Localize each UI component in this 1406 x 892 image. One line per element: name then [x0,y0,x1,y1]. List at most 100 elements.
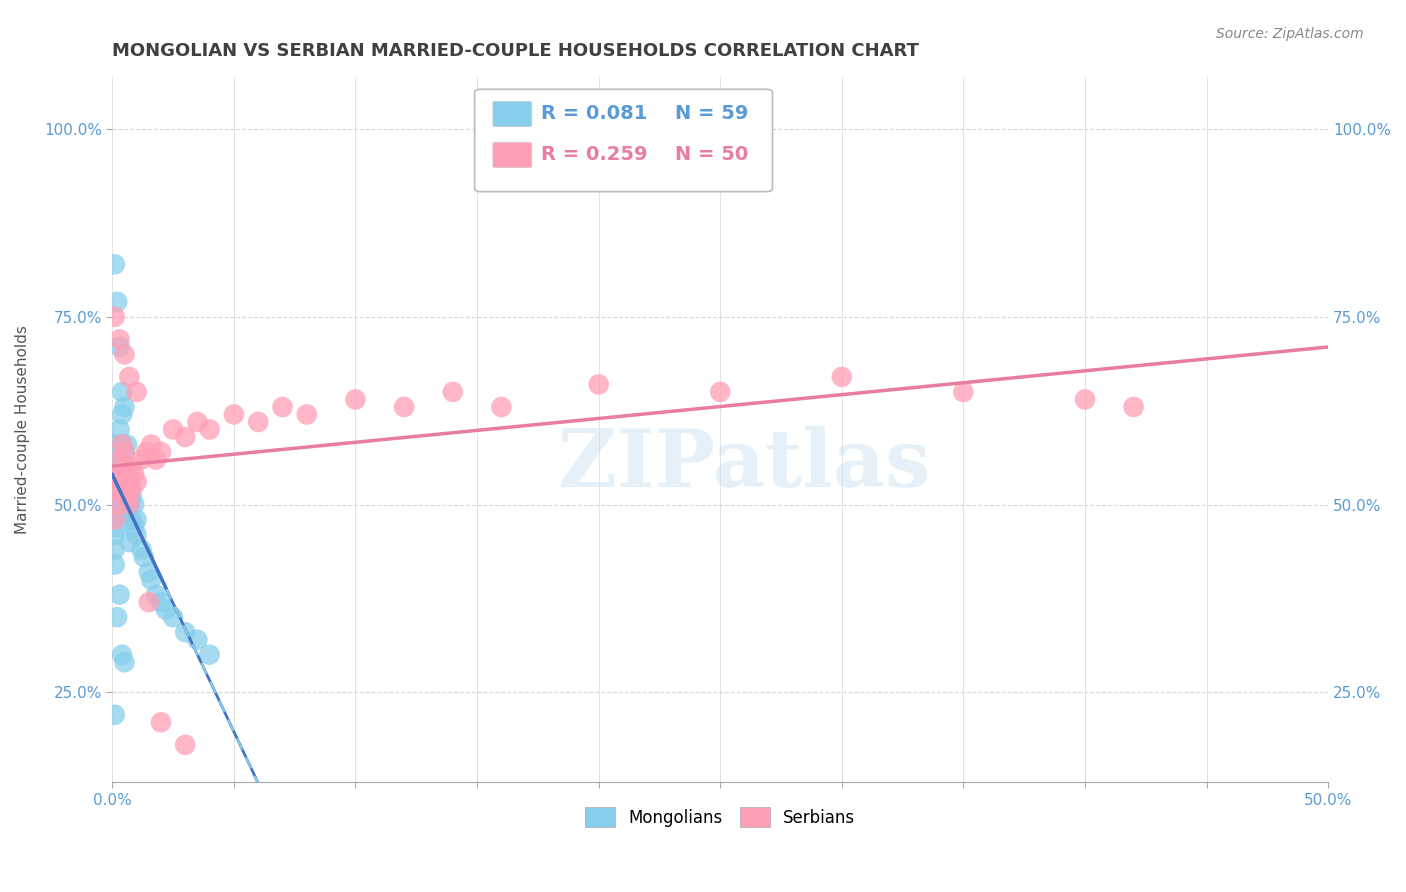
Point [588,377,610,392]
Point [115,460,138,475]
FancyBboxPatch shape [494,142,531,168]
Point [115,505,138,519]
Point [122,520,145,534]
Point [105,475,128,489]
Point [114,498,136,512]
Point [952,384,974,399]
Point [111,648,134,662]
Point [247,415,270,429]
Y-axis label: Married-couple Households: Married-couple Households [15,325,30,534]
Point [118,498,141,512]
Point [104,527,127,541]
Point [121,490,143,504]
Point [115,460,138,475]
Point [1074,392,1097,407]
Point [1122,400,1144,414]
Text: R = 0.259: R = 0.259 [541,145,648,164]
Point [104,707,127,722]
Point [121,483,143,497]
Point [104,257,127,271]
Point [108,467,131,482]
Point [174,625,197,640]
Point [132,550,155,565]
Point [104,483,127,497]
Point [114,400,136,414]
Point [131,542,153,557]
Point [108,490,131,504]
FancyBboxPatch shape [494,102,531,127]
Point [104,467,127,482]
Point [111,384,134,399]
Point [141,437,163,451]
Point [491,400,513,414]
Point [111,467,134,482]
Point [392,400,415,414]
Point [115,483,138,497]
Point [162,422,184,436]
Point [125,512,148,526]
Point [111,437,134,451]
Point [105,505,128,519]
Point [174,430,197,444]
Point [108,422,131,436]
Text: Source: ZipAtlas.com: Source: ZipAtlas.com [1216,27,1364,41]
Point [105,610,128,624]
Point [441,384,464,399]
Point [149,445,172,459]
Point [115,437,138,451]
Point [105,460,128,475]
Point [831,370,853,384]
Point [121,512,143,526]
Point [118,535,141,549]
Point [344,392,367,407]
Point [295,408,318,422]
FancyBboxPatch shape [475,89,772,192]
Point [108,452,131,467]
Point [104,542,127,557]
Text: N = 50: N = 50 [675,145,748,164]
Point [271,400,294,414]
Point [104,452,127,467]
Point [104,483,127,497]
Point [111,408,134,422]
Point [114,475,136,489]
Point [105,498,128,512]
Point [118,475,141,489]
Point [709,384,731,399]
Point [115,490,138,504]
Point [114,655,136,669]
Point [118,498,141,512]
Point [122,467,145,482]
Point [222,408,245,422]
Point [108,445,131,459]
Point [104,558,127,572]
Point [104,310,127,324]
Point [198,648,221,662]
Point [162,610,184,624]
Point [125,384,148,399]
Point [104,437,127,451]
Point [174,738,197,752]
Point [105,520,128,534]
Point [186,415,208,429]
Text: MONGOLIAN VS SERBIAN MARRIED-COUPLE HOUSEHOLDS CORRELATION CHART: MONGOLIAN VS SERBIAN MARRIED-COUPLE HOUS… [112,42,920,60]
Point [114,475,136,489]
Point [105,467,128,482]
Point [125,475,148,489]
Point [149,715,172,730]
Point [155,602,177,616]
Point [104,512,127,526]
Point [104,512,127,526]
Point [108,332,131,346]
Text: N = 59: N = 59 [675,104,748,123]
Point [141,573,163,587]
Point [104,498,127,512]
Point [149,595,172,609]
Point [145,452,167,467]
Point [108,588,131,602]
Point [105,294,128,309]
Point [121,460,143,475]
Point [138,565,160,579]
Point [111,437,134,451]
Point [135,445,157,459]
